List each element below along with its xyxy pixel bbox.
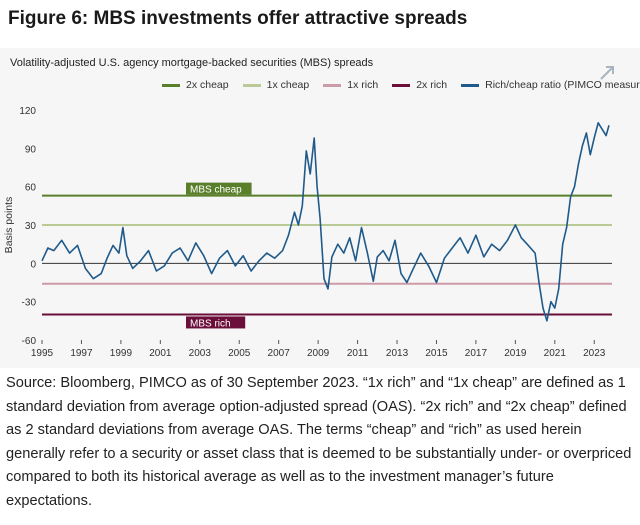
x-tick-label: 2007: [268, 348, 291, 359]
legend-item-ratio: Rich/cheap ratio (PIMCO measure): [461, 79, 640, 91]
x-tick-label: 1995: [31, 348, 54, 359]
y-tick-label: -30: [22, 298, 37, 309]
legend-label-ratio: Rich/cheap ratio (PIMCO measure): [485, 79, 640, 91]
x-tick-label: 2011: [347, 348, 369, 359]
x-tick-label: 2021: [544, 348, 567, 359]
mbs-cheap-label-bg: [186, 182, 252, 195]
legend-item-1x-rich: 1x rich: [323, 79, 378, 91]
chart-panel: Volatility-adjusted U.S. agency mortgage…: [0, 48, 640, 368]
legend-item-2x-rich: 2x rich: [392, 79, 447, 91]
mbs-cheap-label: MBS cheap: [190, 185, 242, 196]
y-tick-label: 120: [19, 106, 36, 117]
x-tick-label: 2003: [189, 348, 212, 359]
x-tick-label: 2015: [425, 348, 448, 359]
legend-label-2x-rich: 2x rich: [416, 79, 448, 91]
figure-caption: Source: Bloomberg, PIMCO as of 30 Septem…: [6, 375, 632, 509]
figure-title: Figure 6: MBS investments offer attracti…: [8, 8, 468, 29]
mbs-rich-label: MBS rich: [190, 318, 231, 329]
y-tick-label: 60: [25, 183, 37, 194]
legend-swatch-2x-rich: [392, 83, 411, 87]
x-tick-label: 2023: [583, 348, 606, 359]
legend-swatch-1x-rich: [323, 83, 342, 87]
x-tick-label: 2001: [149, 348, 172, 359]
chart-legend: 2x cheap 1x cheap 1x rich 2x rich Rich/c…: [162, 79, 640, 91]
x-tick-label: 2005: [228, 348, 251, 359]
y-axis-label: Basis points: [3, 197, 15, 254]
expand-icon[interactable]: [592, 58, 622, 88]
x-tick-label: 1997: [70, 348, 93, 359]
x-tick-label: 2013: [386, 348, 409, 359]
x-tick-label: 1999: [110, 348, 133, 359]
legend-item-2x-cheap: 2x cheap: [162, 79, 229, 91]
legend-label-1x-cheap: 1x cheap: [266, 79, 310, 91]
mbs-rich-label-bg: [186, 316, 246, 329]
chart-subtitle: Volatility-adjusted U.S. agency mortgage…: [10, 57, 374, 69]
y-tick-label: 90: [25, 144, 37, 155]
legend-label-2x-cheap: 2x cheap: [186, 79, 229, 91]
series-line-rich-cheap-ratio: [41, 122, 610, 322]
chart-plot: Basis points -60 -30 0 30 60 90 120 1995 1997 1999…: [3, 106, 612, 359]
legend-item-1x-cheap: 1x cheap: [242, 79, 310, 91]
legend-swatch-2x-cheap: [162, 83, 180, 87]
x-tick-label: 2009: [307, 348, 330, 359]
x-tick-label: 2019: [504, 348, 527, 359]
x-tick-label: 2017: [465, 348, 488, 359]
y-tick-label: 0: [30, 259, 36, 270]
y-tick-label: 30: [25, 221, 37, 232]
y-tick-label: -60: [22, 336, 37, 347]
legend-swatch-1x-cheap: [242, 83, 261, 87]
legend-label-1x-rich: 1x rich: [347, 79, 379, 91]
legend-swatch-ratio: [461, 83, 480, 87]
